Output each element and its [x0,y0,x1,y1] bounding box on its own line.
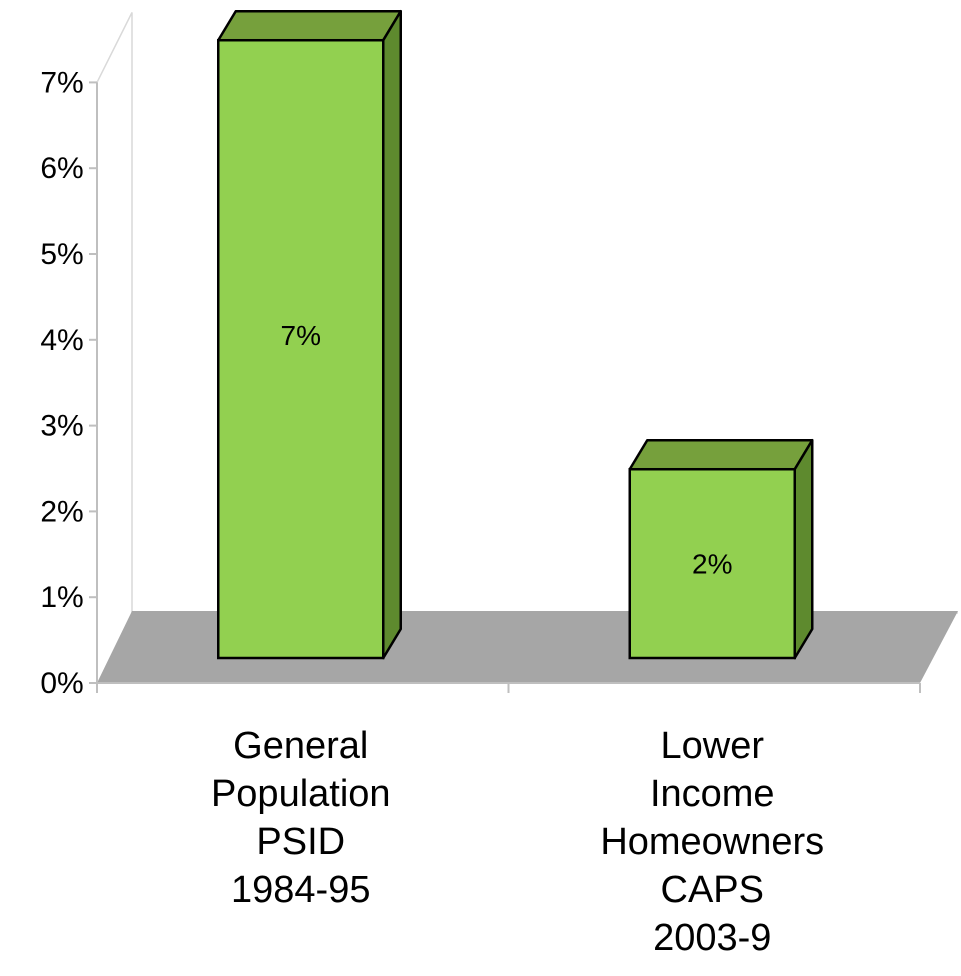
bar-top-face [628,438,814,471]
bar-front-face [628,467,796,660]
y-tick-label: 0% [40,667,83,700]
y-tick-label: 3% [40,410,83,443]
bar [628,438,814,660]
bar-top-face [217,9,402,42]
x-category-label-line: 1984-95 [231,869,370,911]
bar [217,9,402,660]
x-category-label-line: Homeowners [600,821,824,863]
data-label: 2% [692,549,732,580]
left-wall-edge [96,12,133,613]
x-category-label-line: 2003-9 [653,917,771,959]
x-category-label-line: General [233,725,368,767]
data-label: 7% [281,320,321,351]
bar-front-face [217,38,385,660]
bar-side-face [382,9,402,660]
y-tick-label: 1% [40,581,83,614]
x-category-label-line: Population [211,773,391,815]
y-tick-label: 7% [40,66,83,99]
x-category-label-line: Lower [661,725,765,767]
y-tick-label: 5% [40,238,83,271]
x-category-label-line: PSID [256,821,345,863]
bar-series [217,9,814,660]
y-tick-label: 2% [40,495,83,528]
chart-axes [89,81,921,693]
y-tick-label: 6% [40,152,83,185]
chart-labels: 0% 1% 2% 3% 4% 5% 6% 7% 7% General Population PSID 1… [40,66,824,959]
bar-side-face [793,438,814,660]
x-category-label-line: Income [650,773,775,815]
y-tick-label: 4% [40,324,83,357]
x-category-label-line: CAPS [661,869,764,911]
